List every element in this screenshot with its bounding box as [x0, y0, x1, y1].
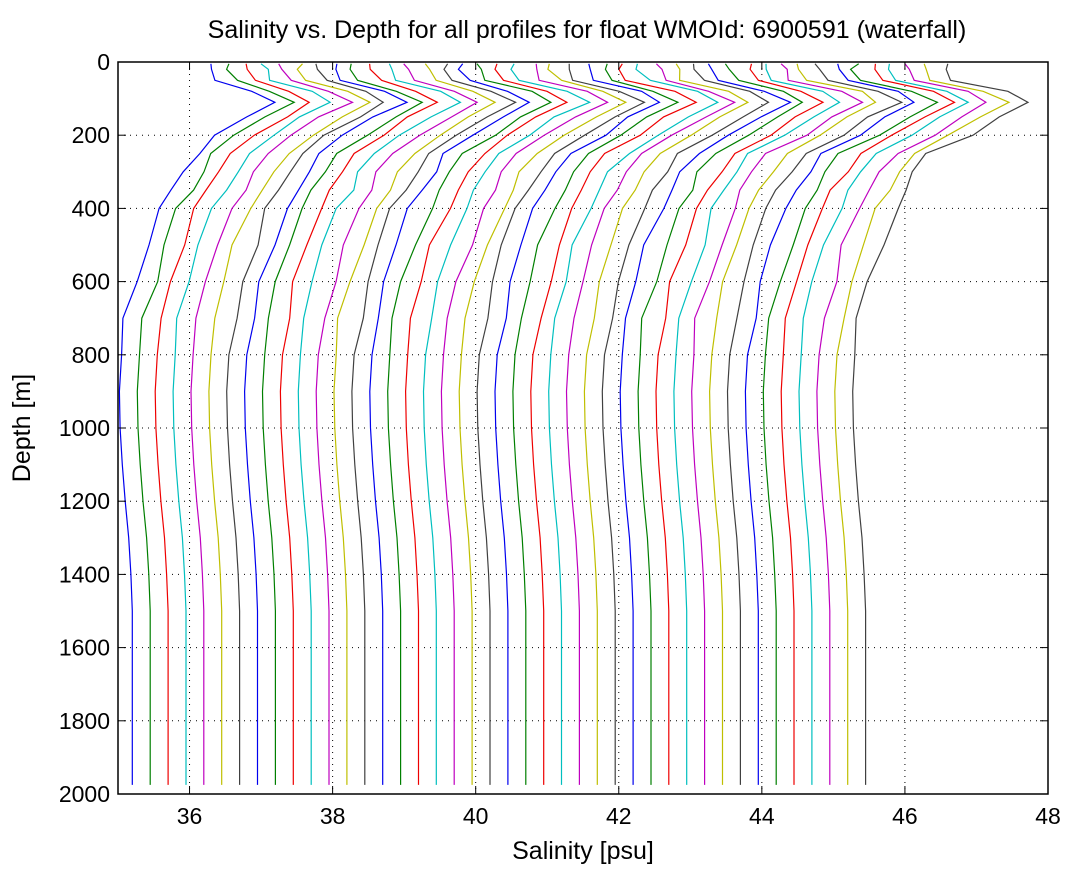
profile-line	[476, 63, 646, 785]
profile-line	[190, 63, 354, 785]
profile-line	[834, 63, 1011, 785]
x-tick-label: 36	[177, 803, 203, 829]
profile-line	[172, 63, 332, 785]
profile-line	[673, 63, 841, 785]
profile-line	[512, 63, 680, 785]
profile-line	[458, 63, 628, 785]
profile-line	[852, 63, 1030, 785]
profile-line	[226, 63, 385, 785]
profile-lines	[118, 63, 1030, 785]
y-tick-label: 1600	[59, 635, 110, 661]
chart-title: Salinity vs. Depth for all profiles for …	[208, 16, 967, 44]
profile-line	[315, 63, 479, 785]
profile-line	[422, 63, 592, 785]
profile-line	[708, 63, 877, 785]
y-axis-ticks: 0 200 400 600 800 1000 1200 1400 1600 1800 2000	[59, 49, 1048, 807]
profile-line	[530, 63, 698, 785]
profile-line	[387, 63, 553, 785]
x-tick-label: 44	[749, 803, 775, 829]
x-axis-label: Salinity [psu]	[512, 837, 654, 865]
y-tick-label: 200	[72, 122, 110, 148]
profile-line	[118, 63, 277, 785]
profile-line	[619, 63, 792, 785]
profile-line	[816, 63, 988, 785]
profile-line	[351, 63, 517, 785]
profile-line	[655, 63, 825, 785]
profile-line	[369, 63, 531, 785]
profile-line	[279, 63, 439, 785]
y-tick-label: 1800	[59, 708, 110, 734]
x-tick-label: 42	[606, 803, 632, 829]
profile-line	[136, 63, 296, 785]
x-tick-label: 48	[1035, 803, 1061, 829]
grid-lines	[118, 62, 1048, 794]
profile-line	[261, 63, 424, 785]
x-tick-label: 38	[320, 803, 346, 829]
y-tick-label: 1400	[59, 561, 110, 587]
y-tick-label: 2000	[59, 781, 110, 807]
x-tick-label: 46	[892, 803, 918, 829]
profile-line	[548, 63, 720, 785]
profile-line	[780, 63, 956, 785]
y-tick-label: 800	[72, 342, 110, 368]
y-tick-label: 1000	[59, 415, 110, 441]
profile-line	[208, 63, 372, 785]
profile-line	[583, 63, 750, 785]
profile-line	[333, 63, 497, 785]
x-axis-ticks: 36 38 40 42 44 46 48	[177, 62, 1061, 829]
profile-line	[798, 63, 970, 785]
profile-line	[243, 63, 409, 785]
y-axis-label: Depth [m]	[8, 374, 36, 482]
y-tick-label: 0	[97, 49, 110, 75]
profile-line	[297, 63, 462, 785]
profile-line	[637, 63, 804, 785]
profile-line	[404, 63, 569, 785]
profile-line	[762, 63, 939, 785]
profile-line	[601, 63, 770, 785]
profile-line	[565, 63, 737, 785]
x-tick-label: 40	[463, 803, 489, 829]
profile-line	[494, 63, 661, 785]
profile-line	[154, 63, 311, 785]
profile-line	[744, 63, 916, 785]
profile-line	[440, 63, 609, 785]
y-tick-label: 600	[72, 269, 110, 295]
profile-line	[691, 63, 864, 785]
y-tick-label: 1200	[59, 488, 110, 514]
y-tick-label: 400	[72, 195, 110, 221]
profile-line	[726, 63, 904, 785]
